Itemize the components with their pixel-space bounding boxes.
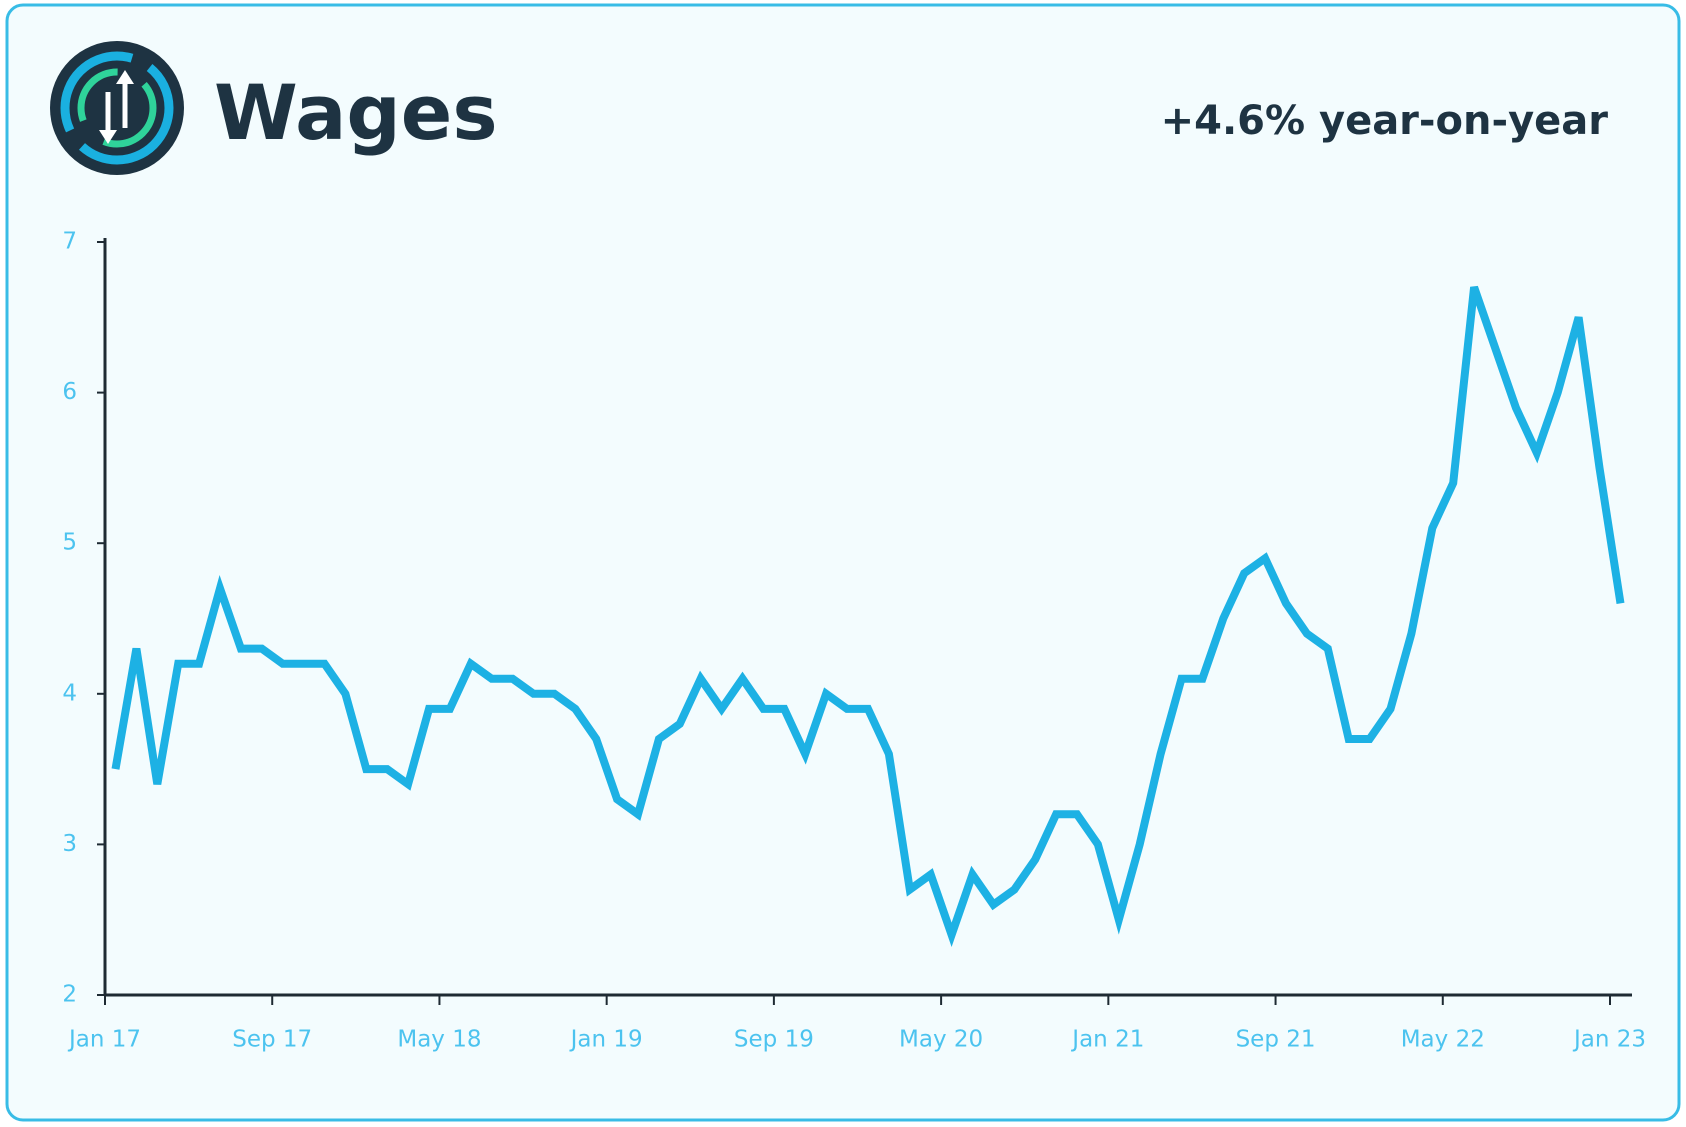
x-tick-label: Sep 17	[232, 1027, 312, 1053]
card-border	[5, 3, 1681, 1122]
logo	[50, 41, 184, 175]
x-tick-label: Sep 21	[1236, 1027, 1316, 1053]
y-tick-label: 4	[62, 680, 77, 706]
y-tick-label: 3	[62, 831, 77, 857]
x-tick-label: May 20	[899, 1027, 983, 1053]
x-tick-label: Sep 19	[734, 1027, 814, 1053]
chart-title: Wages	[214, 68, 498, 157]
y-tick-label: 7	[62, 229, 77, 255]
annotation: +4.6% year-on-year	[1161, 98, 1609, 144]
x-tick-label: Jan 21	[1070, 1027, 1144, 1053]
data-line	[111, 285, 1625, 948]
x-tick-label: May 22	[1401, 1027, 1485, 1053]
y-tick-label: 5	[62, 530, 77, 556]
x-tick-label: Jan 19	[569, 1027, 643, 1053]
x-tick-label: May 18	[397, 1027, 481, 1053]
y-tick-label: 2	[62, 982, 77, 1008]
x-tick-label: Jan 23	[1572, 1027, 1646, 1053]
y-tick-label: 6	[62, 379, 77, 405]
x-tick-label: Jan 17	[67, 1027, 141, 1053]
